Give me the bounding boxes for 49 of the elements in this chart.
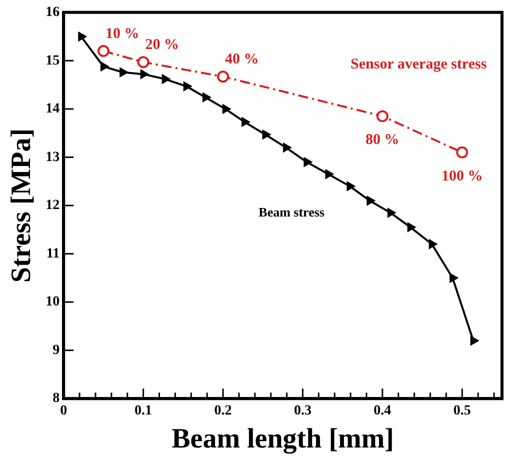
y-tick-label: 15 bbox=[46, 53, 60, 68]
point bbox=[137, 56, 150, 68]
point bbox=[202, 92, 211, 102]
x-axis-title: Beam length [mm] bbox=[172, 423, 394, 454]
y-tick-label: 11 bbox=[46, 246, 60, 262]
point bbox=[456, 146, 468, 158]
y-tick-label: 10 bbox=[46, 294, 60, 310]
y-tick-label: 8 bbox=[52, 391, 60, 406]
text: Beam stress bbox=[258, 204, 324, 220]
x-tick-label: 0.5 bbox=[453, 404, 471, 419]
annotation: 20 % bbox=[145, 37, 180, 53]
point bbox=[78, 32, 87, 42]
x-tick-label: 0.2 bbox=[214, 404, 232, 419]
point bbox=[450, 273, 458, 283]
point bbox=[304, 157, 312, 167]
point bbox=[325, 169, 334, 179]
annotation: 80 % bbox=[366, 132, 400, 148]
point bbox=[222, 104, 231, 114]
text: Sensor average stress bbox=[350, 56, 487, 72]
annotation: 10 % bbox=[105, 26, 140, 42]
point bbox=[376, 110, 388, 122]
point bbox=[120, 67, 128, 78]
y-tick-label: 14 bbox=[46, 102, 60, 117]
y-tick-label: 12 bbox=[46, 198, 60, 214]
y-tick-label: 16 bbox=[46, 5, 60, 20]
point bbox=[470, 336, 479, 346]
point bbox=[366, 196, 376, 206]
point bbox=[428, 239, 438, 249]
annotation: 100 % bbox=[442, 168, 483, 184]
point bbox=[183, 81, 192, 92]
point bbox=[346, 181, 356, 192]
x-tick-label: 0 bbox=[60, 404, 68, 419]
y-tick-label: 13 bbox=[46, 150, 60, 165]
point bbox=[217, 70, 230, 83]
point bbox=[242, 117, 250, 127]
annotation: 40 % bbox=[225, 51, 259, 68]
point bbox=[140, 69, 149, 80]
point bbox=[407, 222, 416, 232]
x-tick-label: 0.4 bbox=[374, 404, 392, 419]
y-axis-title: Stress [MPa] bbox=[6, 128, 38, 283]
point bbox=[162, 74, 170, 84]
x-tick-label: 0.1 bbox=[134, 404, 152, 419]
x-tick-label: 0.3 bbox=[294, 404, 312, 419]
point bbox=[97, 45, 110, 58]
point bbox=[262, 130, 271, 140]
point bbox=[282, 142, 292, 152]
point bbox=[387, 208, 396, 218]
point bbox=[100, 62, 109, 72]
y-tick-label: 9 bbox=[52, 342, 60, 358]
